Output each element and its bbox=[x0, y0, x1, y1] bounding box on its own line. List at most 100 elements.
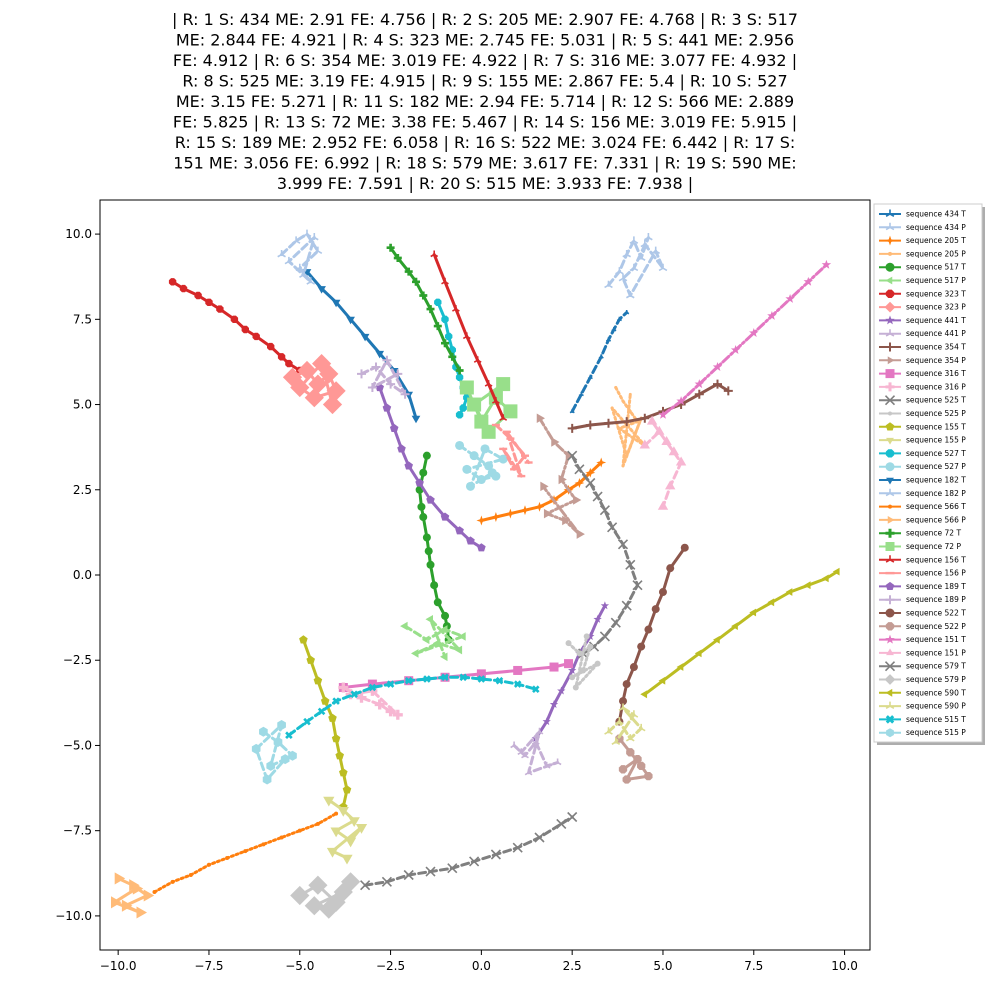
legend-marker bbox=[885, 528, 895, 538]
legend-label: sequence 316 T bbox=[906, 369, 966, 378]
data-point bbox=[476, 515, 487, 526]
legend-entry: sequence 515 T bbox=[879, 715, 966, 724]
x-tick-label: 10.0 bbox=[831, 959, 858, 973]
data-point bbox=[313, 676, 323, 685]
legend-label: sequence 522 T bbox=[906, 609, 966, 618]
data-point bbox=[596, 457, 607, 468]
data-point bbox=[585, 477, 596, 489]
data-point bbox=[432, 638, 441, 648]
data-point bbox=[356, 692, 367, 703]
data-point bbox=[441, 339, 449, 348]
series-sequence-316-P bbox=[338, 682, 403, 720]
data-point bbox=[170, 879, 175, 884]
data-point bbox=[496, 377, 511, 392]
legend-label: sequence 527 T bbox=[906, 449, 966, 458]
data-point bbox=[621, 464, 625, 468]
legend-entry: sequence 441 T bbox=[879, 315, 966, 325]
legend-marker bbox=[885, 542, 895, 551]
legend-marker bbox=[886, 477, 894, 485]
data-point bbox=[629, 710, 639, 718]
series-sequence-72-P bbox=[459, 377, 518, 439]
title-line: ME: 2.844 FE: 4.921 | R: 4 S: 323 ME: 2.… bbox=[176, 31, 794, 50]
data-point bbox=[585, 467, 596, 478]
legend-marker bbox=[885, 315, 895, 325]
data-point bbox=[615, 717, 624, 725]
title-line: ME: 3.15 FE: 5.271 | R: 11 S: 182 ME: 2.… bbox=[176, 92, 794, 111]
data-point bbox=[535, 727, 544, 735]
legend-marker bbox=[885, 382, 895, 392]
data-point bbox=[637, 642, 646, 651]
legend-marker bbox=[885, 462, 895, 472]
data-point bbox=[385, 706, 396, 717]
legend-marker bbox=[885, 634, 895, 644]
legend-entry: sequence 182 T bbox=[879, 476, 966, 485]
data-point bbox=[599, 631, 610, 642]
data-point bbox=[440, 512, 450, 521]
x-tick-label: −7.5 bbox=[194, 959, 223, 973]
data-point bbox=[618, 703, 628, 711]
data-point bbox=[304, 388, 324, 408]
legend-marker bbox=[885, 422, 895, 431]
data-point bbox=[658, 409, 668, 419]
title-line: FE: 5.825 | R: 13 S: 72 ME: 3.38 FE: 5.4… bbox=[173, 113, 797, 132]
data-point bbox=[574, 464, 585, 475]
legend-label: sequence 515 P bbox=[906, 728, 966, 737]
legend-marker bbox=[885, 222, 895, 231]
data-point bbox=[320, 696, 330, 705]
data-point bbox=[628, 409, 632, 413]
data-point bbox=[637, 761, 646, 771]
data-point bbox=[549, 700, 559, 709]
data-point bbox=[587, 643, 594, 650]
data-point bbox=[658, 588, 667, 597]
x-axis: −10.0 −7.5 −5.0 −2.5 0.0 2.5 5.0 7.5 10.0 bbox=[100, 950, 858, 973]
data-point bbox=[586, 632, 595, 640]
data-point bbox=[462, 332, 471, 340]
legend-entry: sequence 354 T bbox=[879, 342, 966, 352]
data-point bbox=[284, 256, 294, 265]
legend-entry: sequence 189 P bbox=[879, 595, 966, 605]
data-point bbox=[578, 391, 584, 397]
legend-label: sequence 522 P bbox=[906, 622, 966, 631]
data-point bbox=[441, 277, 449, 285]
legend-label: sequence 156 P bbox=[906, 569, 966, 578]
data-point bbox=[574, 478, 585, 488]
data-point bbox=[487, 468, 497, 478]
data-point bbox=[412, 277, 420, 286]
data-point bbox=[111, 896, 122, 909]
legend-label: sequence 434 P bbox=[906, 223, 966, 232]
data-point bbox=[277, 353, 286, 361]
data-point bbox=[386, 243, 395, 252]
series-sequence-566-T bbox=[152, 811, 339, 895]
legend-label: sequence 205 P bbox=[906, 249, 966, 258]
data-point bbox=[599, 505, 610, 516]
data-point bbox=[445, 332, 453, 341]
data-point bbox=[400, 389, 410, 399]
data-point bbox=[143, 889, 155, 902]
data-point bbox=[624, 310, 630, 315]
legend-marker bbox=[888, 251, 892, 256]
data-point bbox=[299, 270, 308, 278]
data-point bbox=[386, 379, 396, 389]
data-point bbox=[644, 233, 653, 241]
legend-entry: sequence 156 T bbox=[879, 555, 966, 564]
series-line bbox=[570, 382, 730, 430]
data-point bbox=[421, 635, 430, 645]
legend-entry: sequence 517 T bbox=[879, 262, 966, 272]
data-point bbox=[216, 305, 224, 313]
data-point bbox=[657, 500, 669, 510]
legend-entry: sequence 522 T bbox=[879, 608, 966, 618]
series-line bbox=[512, 730, 560, 775]
data-point bbox=[297, 360, 317, 381]
data-point bbox=[315, 821, 320, 826]
data-point bbox=[492, 397, 500, 404]
data-point bbox=[290, 377, 310, 398]
data-point bbox=[476, 669, 486, 679]
data-point bbox=[306, 277, 316, 285]
data-point bbox=[654, 425, 665, 435]
data-point bbox=[622, 417, 632, 427]
data-point bbox=[411, 415, 421, 424]
legend-entry: sequence 590 T bbox=[879, 688, 966, 697]
legend-marker bbox=[884, 661, 896, 672]
series-sequence-434-T bbox=[569, 310, 630, 414]
data-point bbox=[675, 456, 687, 466]
